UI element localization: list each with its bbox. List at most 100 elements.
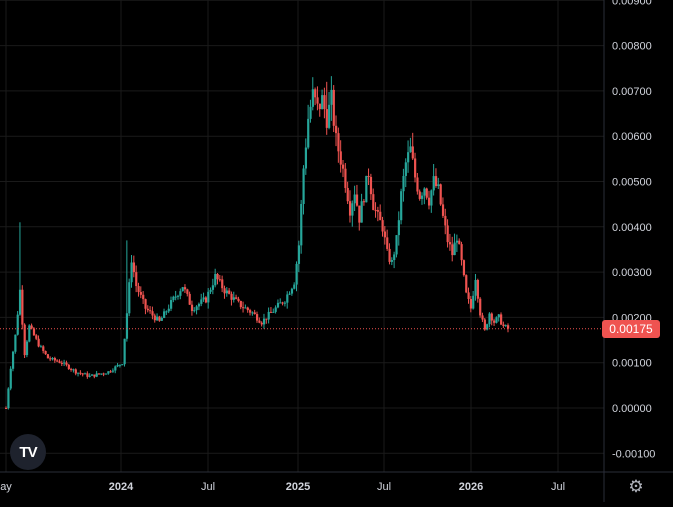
candle-body xyxy=(448,242,452,245)
candle-body xyxy=(504,325,507,327)
candle-body xyxy=(156,316,159,321)
candle-body xyxy=(418,191,421,199)
x-tick-label: Jul xyxy=(377,481,391,493)
candle-body xyxy=(404,162,407,176)
candle-body xyxy=(174,296,177,298)
candle-body xyxy=(142,294,145,300)
y-tick-label: 0.00500 xyxy=(612,177,652,189)
x-tick-label: ay xyxy=(0,481,12,493)
candle-body xyxy=(390,260,393,262)
candle-body xyxy=(416,177,419,192)
candle-body xyxy=(93,374,96,377)
candle-body xyxy=(455,240,459,243)
candle-body xyxy=(493,320,496,323)
candle-body xyxy=(7,388,10,409)
candle-body xyxy=(176,295,180,297)
candle-body xyxy=(293,284,296,289)
candle-body xyxy=(486,324,489,330)
candle-body xyxy=(18,289,22,315)
candle-body xyxy=(495,317,498,323)
candle-body xyxy=(72,369,75,371)
candle-body xyxy=(97,373,101,375)
last-price-badge: 0.00175 xyxy=(602,319,660,338)
candle-body xyxy=(339,151,342,165)
candle-body xyxy=(121,364,124,366)
candle-body xyxy=(474,279,477,296)
candle-body xyxy=(77,372,80,374)
candle-body xyxy=(444,215,447,226)
candle-body xyxy=(228,290,231,294)
candle-body xyxy=(318,103,321,110)
candle-body xyxy=(411,146,414,159)
candle-body xyxy=(262,318,266,325)
candle-body xyxy=(362,201,366,203)
tradingview-logo[interactable]: TV xyxy=(10,434,46,470)
candle-body xyxy=(314,89,317,98)
candle-body xyxy=(144,299,147,309)
x-tick-label: Jul xyxy=(201,481,215,493)
candle-body xyxy=(393,254,396,261)
candle-body xyxy=(344,168,347,188)
candle-body xyxy=(107,371,110,374)
candle-body xyxy=(135,272,138,287)
candle-body xyxy=(165,311,168,313)
candle-body xyxy=(269,311,273,313)
candle-body xyxy=(256,314,259,321)
candle-body xyxy=(432,176,435,191)
candle-body xyxy=(5,408,8,409)
candle-body xyxy=(321,95,324,110)
candle-body xyxy=(302,168,305,204)
y-tick-label: 0.00000 xyxy=(612,403,652,415)
candle-body xyxy=(409,146,412,153)
candle-body xyxy=(211,285,215,290)
candle-body xyxy=(118,364,122,366)
candle-body xyxy=(216,273,219,280)
candle-body xyxy=(51,358,54,360)
candle-body xyxy=(476,279,479,299)
candle-body xyxy=(56,360,59,362)
candle-body xyxy=(25,341,29,356)
candle-body xyxy=(74,369,77,374)
candle-body xyxy=(123,338,126,365)
candle-body xyxy=(183,287,187,290)
candle-body xyxy=(37,338,40,347)
candle-body xyxy=(186,289,189,294)
candles-layer xyxy=(5,76,510,410)
candle-body xyxy=(290,288,294,294)
candle-body xyxy=(235,297,238,299)
candle-body xyxy=(114,366,117,371)
candle-body xyxy=(358,205,361,223)
candle-body xyxy=(188,293,191,305)
candle-body xyxy=(67,364,70,369)
candle-body xyxy=(39,346,43,348)
candle-body xyxy=(125,313,129,339)
candle-body xyxy=(35,335,38,339)
candle-body xyxy=(311,89,314,107)
candle-body xyxy=(253,312,256,315)
candle-body xyxy=(232,297,235,300)
candle-body xyxy=(167,308,170,312)
gear-icon[interactable]: ⚙ xyxy=(628,477,644,497)
candle-body xyxy=(376,210,380,212)
candle-body xyxy=(218,279,222,281)
candle-body xyxy=(388,248,391,262)
candle-body xyxy=(102,373,105,375)
candle-body xyxy=(95,373,98,377)
candle-body xyxy=(346,187,349,202)
candle-body xyxy=(223,288,226,294)
candle-body xyxy=(265,318,268,320)
candle-body xyxy=(100,373,103,375)
candle-body xyxy=(446,225,449,243)
y-tick-label: 0.00100 xyxy=(612,358,652,370)
candle-body xyxy=(500,314,503,325)
y-tick-label: 0.00800 xyxy=(612,41,652,53)
candle-body xyxy=(483,319,486,330)
candle-body xyxy=(163,311,166,318)
candle-body xyxy=(272,311,275,313)
candle-body xyxy=(332,89,335,126)
candle-body xyxy=(335,125,338,134)
candle-body xyxy=(246,307,249,311)
candle-body xyxy=(244,307,247,309)
